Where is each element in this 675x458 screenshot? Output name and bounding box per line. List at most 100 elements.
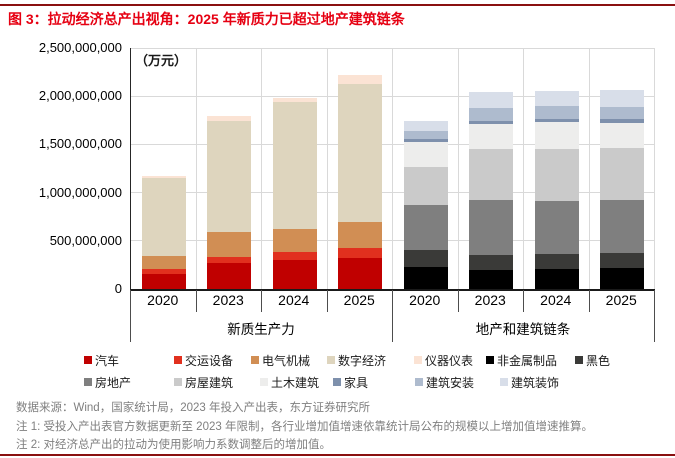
legend-label: 土木建筑 (271, 375, 320, 390)
legend-item-建筑装饰: 建筑装饰 (500, 374, 580, 391)
bar-segment-数字经济 (272, 102, 317, 229)
bar-segment-非金属制品 (403, 266, 448, 289)
legend-swatch (415, 378, 423, 386)
bar-segment-家具 (403, 139, 448, 142)
bar-segment-汽车 (338, 257, 383, 289)
bar-segment-房屋建筑 (469, 149, 514, 201)
bar-segment-电气机械 (207, 232, 252, 257)
gridline-horizontal (131, 47, 655, 49)
bar-segment-建筑安装 (403, 130, 448, 140)
legend: 汽车 交运设备 电气机械 数字经济 仪器仪表 非金属制品 黑色 房地产 房屋建筑 土木建筑 家具 建筑… (84, 349, 669, 393)
legend-swatch (486, 356, 494, 364)
bar-segment-房屋建筑 (403, 167, 448, 206)
bar-segment-仪器仪表 (338, 75, 383, 84)
legend-swatch (414, 356, 422, 364)
y-tick-label: 2,000,000,000 (38, 88, 122, 104)
legend-swatch (327, 356, 335, 364)
bar-segment-黑色 (403, 250, 448, 267)
bar-segment-数字经济 (338, 83, 383, 222)
bar-segment-建筑装饰 (403, 120, 448, 131)
legend-swatch (84, 356, 92, 364)
bar-segment-土木建筑 (403, 141, 448, 168)
bar-segment-汽车 (141, 273, 186, 289)
gridline-horizontal (131, 95, 655, 97)
legend-item-建筑安装: 建筑安装 (415, 374, 500, 391)
gridline-vertical (589, 48, 590, 289)
bar-segment-房屋建筑 (534, 148, 579, 202)
bar-segment-土木建筑 (534, 122, 579, 149)
gridline-horizontal (131, 143, 655, 145)
gridline-horizontal (131, 240, 655, 242)
stacked-bar-地产和建筑链条-2023 (469, 92, 514, 289)
legend-label: 非金属制品 (497, 353, 558, 368)
bar-segment-黑色 (600, 252, 645, 269)
bar-segment-电气机械 (141, 256, 186, 269)
legend-row: 房地产 房屋建筑 土木建筑 家具 建筑安装 建筑装饰 (84, 371, 669, 393)
stacked-bar-新质生产力-2025 (338, 75, 383, 289)
footer-note-2: 注 2: 对经济总产出的拉动为使用影响力系数调整后的增加值。 (16, 439, 331, 451)
bar-segment-非金属制品 (600, 268, 645, 289)
legend-label: 家具 (344, 375, 369, 390)
bar-segment-建筑装饰 (534, 90, 579, 106)
bar-segment-数字经济 (207, 120, 252, 233)
bar-segment-建筑安装 (600, 106, 645, 120)
bar-segment-交运设备 (207, 256, 252, 263)
gridline-vertical (654, 48, 655, 289)
legend-swatch (251, 356, 259, 364)
bar-segment-建筑安装 (469, 107, 514, 121)
stacked-bar-地产和建筑链条-2020 (403, 120, 448, 289)
bar-segment-黑色 (469, 255, 514, 270)
x-group-label: 新质生产力 (227, 322, 295, 337)
stacked-bar-新质生产力-2020 (141, 175, 186, 289)
bar-segment-房地产 (534, 201, 579, 255)
gridline-vertical (458, 48, 459, 289)
bar-segment-电气机械 (338, 221, 383, 249)
footer: 数据来源：Wind，国家统计局，2023 年投入产出表，东方证券研究所 注 1:… (16, 399, 671, 455)
legend-item-交运设备: 交运设备 (174, 352, 251, 369)
footer-note-1: 注 1: 受投入产出表官方数据更新至 2023 年限制，各行业增加值增速依靠统计… (16, 420, 593, 433)
bar-segment-建筑安装 (534, 105, 579, 119)
x-year-label: 2023 (474, 292, 506, 308)
gridline-vertical (327, 48, 328, 289)
x-year-label: 2024 (540, 292, 572, 308)
x-axis-year-labels: 2020 2023 2024 2025 2020 2023 2024 2025 (130, 292, 654, 308)
bar-segment-家具 (600, 119, 645, 124)
gridline-vertical (392, 48, 393, 289)
legend-item-数字经济: 数字经济 (327, 352, 414, 369)
bar-segment-交运设备 (272, 252, 317, 261)
x-year-label: 2025 (605, 292, 637, 308)
legend-swatch (333, 378, 341, 386)
stacked-bar-新质生产力-2024 (272, 97, 317, 289)
legend-item-电气机械: 电气机械 (251, 352, 327, 369)
x-axis-group-labels: 新质生产力 地产和建筑链条 (130, 318, 654, 338)
bar-segment-仪器仪表 (141, 175, 186, 179)
legend-label: 电气机械 (262, 353, 311, 368)
bar-segment-黑色 (534, 254, 579, 270)
legend-label: 汽车 (95, 353, 120, 368)
legend-item-仪器仪表: 仪器仪表 (414, 352, 486, 369)
legend-label: 仪器仪表 (425, 353, 474, 368)
legend-swatch (174, 378, 182, 386)
y-tick-label: 2,500,000,000 (38, 40, 122, 55)
bar-segment-房地产 (469, 200, 514, 256)
group-separator-tick (654, 290, 655, 342)
y-axis: 0 500,000,000 1,000,000,000 1,500,000,000 2,… (0, 40, 122, 296)
y-tick-label: 0 (114, 281, 122, 296)
legend-label: 建筑装饰 (511, 375, 560, 390)
bar-segment-仪器仪表 (207, 115, 252, 121)
legend-item-汽车: 汽车 (84, 352, 174, 369)
y-axis-unit-label: （万元） (135, 53, 188, 68)
bar-segment-交运设备 (141, 268, 186, 274)
x-year-label: 2020 (147, 292, 179, 308)
bottom-rule (0, 454, 675, 456)
bar-segment-土木建筑 (600, 123, 645, 149)
bar-segment-非金属制品 (534, 269, 579, 289)
bar-segment-建筑装饰 (469, 92, 514, 108)
legend-swatch (575, 356, 583, 364)
x-group-label: 地产和建筑链条 (475, 322, 571, 337)
bar-segment-建筑装饰 (600, 90, 645, 107)
legend-label: 房屋建筑 (185, 375, 234, 390)
bar-segment-电气机械 (272, 228, 317, 253)
bar-segment-仪器仪表 (272, 97, 317, 103)
